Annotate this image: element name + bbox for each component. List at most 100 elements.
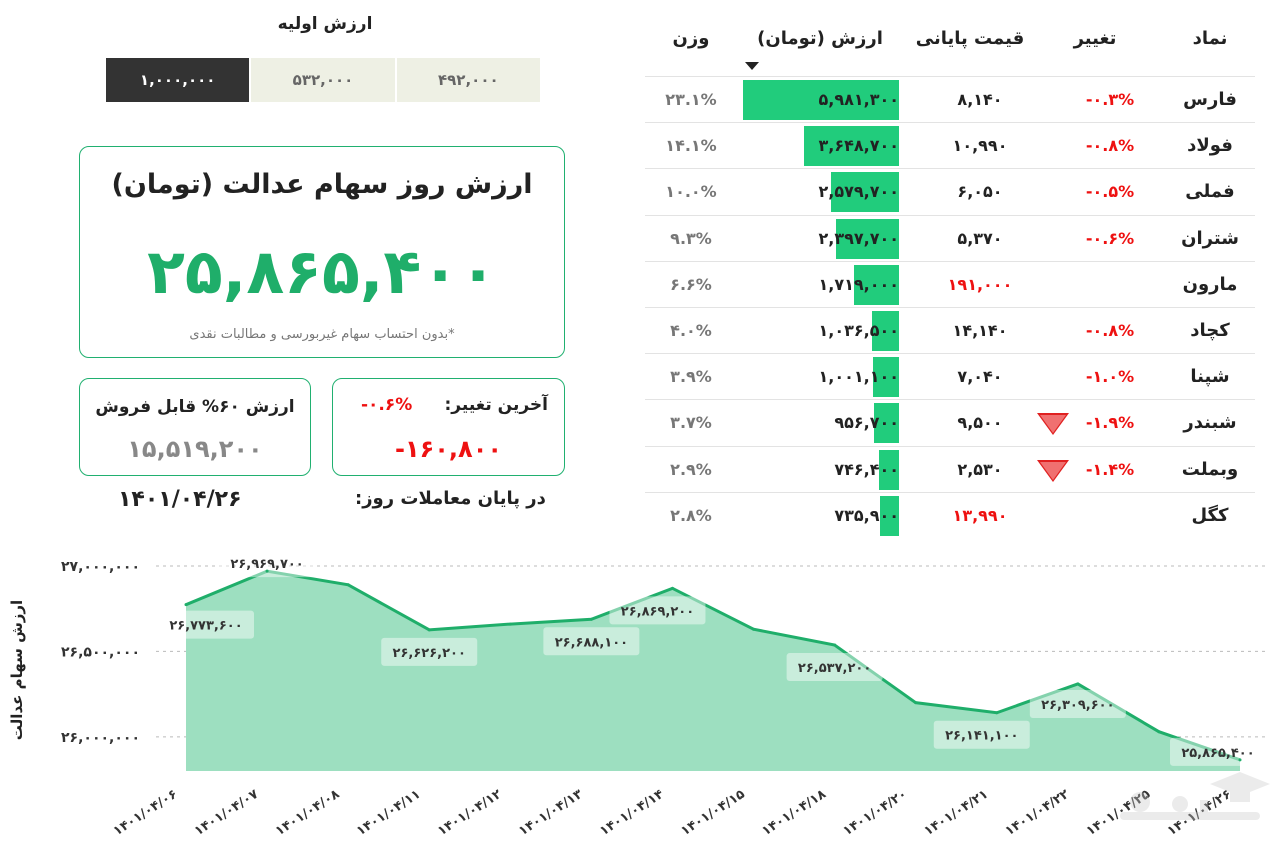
weight-bar [831,172,899,213]
x-tick-label: ۱۴۰۱/۰۴/۱۴ [597,787,666,839]
down-arrow-icon [1037,459,1069,482]
value-history-chart: ۲۶,۰۰۰,۰۰۰ ۲۶,۵۰۰,۰۰۰ ۲۷,۰۰۰,۰۰۰ ۱۴۰۱/۰۴/۰۶… [61,549,1266,839]
series-area [186,571,1240,771]
x-tick-label: ۱۴۰۱/۰۴/۲۰ [840,787,909,839]
daily-value: ۲۵,۸۶۵,۴۰۰ [147,235,497,308]
cell-weight: ۳.۹% [670,367,712,387]
data-label: ۲۵,۸۶۵,۴۰۰ [1181,746,1254,761]
weight-bar [880,495,899,536]
data-point [589,617,593,621]
data-label-bg [543,627,640,656]
table-row[interactable]: مارون ۱۹۱,۰۰۰ ۱,۷۱۹,۰۰۰ ۶.۶% [645,260,1255,308]
table-row[interactable]: فولاد -۰.۸% ۱۰,۹۹۰ ۳,۶۴۸,۷۰۰ ۱۴.۱% [645,122,1255,169]
cell-weight: ۲۳.۱% [665,90,717,109]
sellable-value: ۱۵,۵۱۹,۲۰۰ [127,435,263,463]
end-of-day-date: ۱۴۰۱/۰۴/۲۶ [118,487,242,512]
data-point [752,627,756,631]
weight-bar [836,218,899,259]
table-row[interactable]: وبملت -۱.۴% ۲,۵۳۰ ۷۴۶,۴۰۰ ۲.۹% [645,445,1255,493]
sort-desc-icon [745,62,759,70]
cell-weight: ۶.۶% [670,274,712,294]
cell-symbol: شپنا [1190,366,1230,388]
cell-weight: ۱۴.۱% [665,136,717,156]
series-line [185,569,1241,762]
weight-bar [874,403,899,444]
data-label: ۲۶,۳۰۹,۶۰۰ [1041,698,1114,713]
x-tick-label: ۱۴۰۱/۰۴/۰۸ [273,787,342,839]
table-row[interactable]: شپنا -۱.۰% ۷,۰۴۰ ۱,۰۰۱,۱۰۰ ۳.۹% [645,353,1255,400]
x-tick-label: ۱۴۰۱/۰۴/۱۵ [678,787,747,839]
watermark-logo [1120,772,1270,820]
daily-value-card: ارزش روز سهام عدالت (تومان) ۲۵,۸۶۵,۴۰۰ *… [79,146,565,358]
cell-weight: ۲.۸% [670,505,712,525]
cell-symbol: فارس [1183,89,1237,110]
table-row[interactable]: کگل ۱۳,۹۹۰ ۷۳۵,۹۰۰ ۲.۸% [645,491,1255,539]
last-change-value: -۱۶۰,۸۰۰ [395,435,502,463]
weight-bar [803,126,899,167]
data-label-bg [381,637,478,666]
cell-price: ۵,۳۷۰ [957,228,1003,248]
header-value[interactable]: ارزش (تومان) [757,28,883,49]
header-change[interactable]: تغییر [1073,28,1117,49]
cell-change: -۰.۳% [1085,90,1135,109]
initial-value-option[interactable]: ۱,۰۰۰,۰۰۰ [104,58,250,102]
cell-symbol: شبندر [1183,412,1237,434]
cell-change [1055,262,1165,308]
cell-value: ۲,۵۷۹,۷۰۰ [818,182,899,202]
cell-weight: ۱۰.۰% [665,182,717,202]
weight-bar [872,357,899,398]
table-row[interactable]: فملی -۰.۵% ۶,۰۵۰ ۲,۵۷۹,۷۰۰ ۱۰.۰% [645,168,1255,215]
data-label-bg [1170,737,1266,766]
table-row[interactable]: شتران -۰.۶% ۵,۳۷۰ ۲,۳۹۷,۷۰۰ ۹.۳% [645,214,1255,262]
weight-bar [854,264,899,305]
cell-change: -۱.۹% [1085,413,1135,433]
data-label-bg [786,653,883,682]
y-tick-label: ۲۶,۰۰۰,۰۰۰ [61,730,140,746]
cell-value: ۷۳۵,۹۰۰ [834,505,899,525]
last-change-percent: -۰.۶% [361,395,413,415]
cell-value: ۱,۷۱۹,۰۰۰ [818,274,899,294]
cell-value: ۲,۳۹۷,۷۰۰ [818,228,899,248]
y-tick-label: ۲۷,۰۰۰,۰۰۰ [61,559,140,575]
table-row[interactable]: کچاد -۰.۸% ۱۴,۱۴۰ ۱,۰۳۶,۵۰۰ ۴.۰% [645,307,1255,354]
initial-value-option[interactable]: ۵۳۲,۰۰۰ [249,58,395,102]
data-point [265,569,269,573]
end-of-day-label: در پایان معاملات روز: [355,488,546,509]
x-tick-label: ۱۴۰۱/۰۴/۱۲ [435,787,504,839]
daily-value-note: *بدون احتساب سهام غیربورسی و مطالبات نقد… [189,327,455,342]
cell-price: ۹,۵۰۰ [957,413,1003,433]
table-row[interactable]: فارس -۰.۳% ۸,۱۴۰ ۵,۹۸۱,۳۰۰ ۲۳.۱% [645,76,1255,123]
data-point [1157,730,1161,734]
cell-change: -۰.۸% [1085,321,1135,340]
cell-price: ۸,۱۴۰ [957,90,1003,109]
cell-change: -۰.۵% [1085,182,1135,202]
data-label: ۲۶,۶۲۶,۲۰۰ [393,646,466,661]
cell-symbol: شتران [1181,227,1239,249]
initial-value-option[interactable]: ۴۹۲,۰۰۰ [394,58,540,102]
cell-value: ۵,۹۸۱,۳۰۰ [818,90,899,109]
header-price[interactable]: قیمت پایانی [915,28,1025,49]
cell-price: ۱۳,۹۹۰ [952,505,1008,525]
data-label-bg [219,549,316,578]
data-label-bg [933,720,1030,749]
data-point [508,622,512,626]
cell-price: ۷,۰۴۰ [957,367,1003,387]
y-axis-label-wrap: ارزش سهام عدالت [8,600,26,740]
data-point [1238,758,1242,762]
data-label: ۲۶,۵۳۷,۲۰۰ [798,661,871,676]
cell-value: ۱,۰۰۱,۱۰۰ [818,367,899,387]
data-label: ۲۶,۹۶۹,۷۰۰ [230,557,303,572]
header-weight[interactable]: وزن [672,28,710,49]
cell-value: ۹۵۶,۷۰۰ [834,413,899,433]
cell-weight: ۳.۷% [670,413,712,433]
cell-price: ۶,۰۵۰ [957,182,1003,202]
data-point [427,628,431,632]
cell-value: ۱,۰۳۶,۵۰۰ [818,321,899,340]
cell-symbol: وبملت [1181,458,1239,480]
last-change-card: آخرین تغییر: -۰.۶% -۱۶۰,۸۰۰ [332,378,565,476]
data-point [184,603,188,607]
data-label: ۲۶,۶۸۸,۱۰۰ [555,635,628,650]
cell-change: -۰.۸% [1085,136,1135,156]
table-row[interactable]: شبندر -۱.۹% ۹,۵۰۰ ۹۵۶,۷۰۰ ۳.۷% [645,399,1255,446]
header-symbol[interactable]: نماد [1192,28,1228,49]
